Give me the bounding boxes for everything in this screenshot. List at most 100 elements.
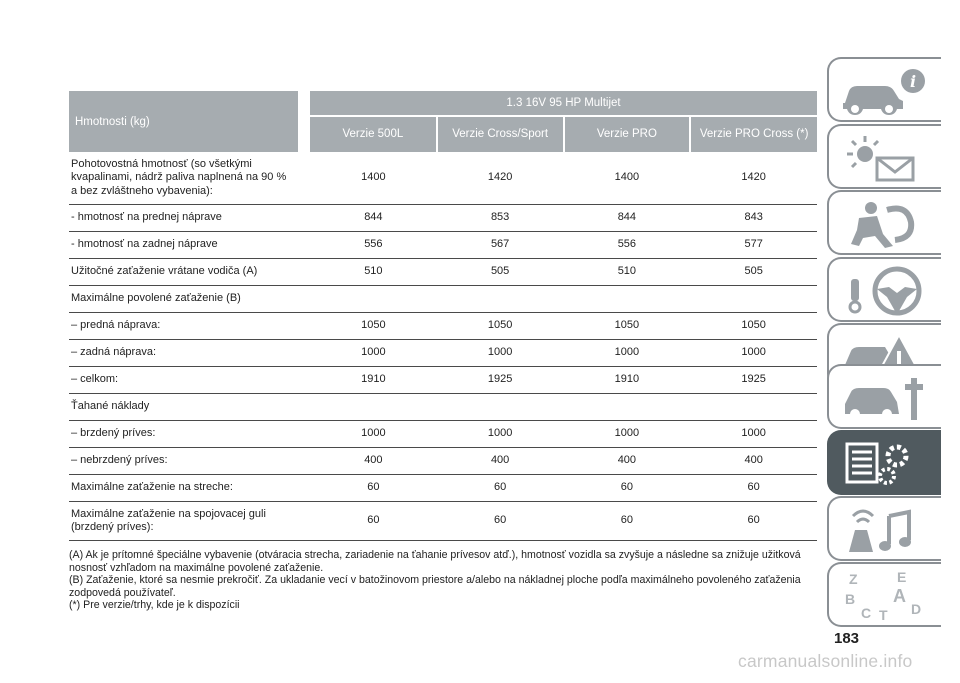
row-label: Pohotovostná hmotnosť (so všetkými kvapa… (69, 152, 298, 205)
footnotes: (A) Ak je prítomné špeciálne vybavenie (… (69, 549, 821, 612)
row-value: 1000 (310, 420, 437, 448)
tab-warning-lights[interactable] (827, 124, 941, 189)
row-label: – brzdený príves: (69, 420, 298, 448)
row-value: 1400 (563, 152, 691, 205)
row-value: 1420 (436, 152, 564, 205)
tab-maintenance[interactable] (827, 364, 941, 429)
tab-index[interactable]: Z E B A C T D (827, 562, 941, 627)
row-value: 60 (690, 474, 818, 502)
table-row: Pohotovostná hmotnosť (so všetkými kvapa… (69, 152, 818, 205)
warning-lights-icon (847, 136, 915, 182)
row-label: - hmotnosť na zadnej náprave (69, 231, 298, 259)
row-value: 400 (690, 447, 818, 475)
row-value: 60 (436, 501, 564, 541)
row-value: 1000 (690, 420, 818, 448)
row-value: 1050 (310, 312, 437, 340)
row-value: 1000 (436, 339, 564, 367)
row-value: 1050 (563, 312, 691, 340)
row-value: 60 (310, 474, 437, 502)
multimedia-icon (849, 509, 911, 552)
index-letter: E (897, 569, 906, 585)
table-row: – brzdený príves: 1000 1000 1000 1000 (69, 420, 818, 448)
index-icon: Z E B A C T D (845, 569, 921, 623)
row-value: 556 (310, 231, 437, 259)
row-label: – zadná náprava: (69, 339, 298, 367)
tab-driving[interactable] (827, 257, 941, 322)
technical-data-icon (845, 442, 909, 485)
watermark: carmanualsonline.info (738, 651, 913, 671)
row-label: Maximálne zaťaženie na spojovacej guli (… (69, 501, 298, 541)
table-header-label: Hmotnosti (kg) (69, 91, 298, 152)
tab-car-info[interactable]: i (827, 57, 941, 122)
index-letter: B (845, 591, 855, 607)
table-row: – predná náprava: 1050 1050 1050 1050 (69, 312, 818, 340)
row-value (310, 285, 437, 313)
row-value: 1000 (563, 420, 691, 448)
row-value: 1000 (310, 339, 437, 367)
row-value: 1050 (436, 312, 564, 340)
row-label: Maximálne povolené zaťaženie (B) (69, 285, 298, 313)
row-label: - hmotnosť na prednej náprave (69, 204, 298, 232)
row-value: 400 (436, 447, 564, 475)
variant-header: Verzie Cross/Sport (435, 116, 564, 152)
tab-safety[interactable] (827, 190, 941, 255)
row-value: 853 (436, 204, 564, 232)
page-number: 183 (834, 630, 860, 647)
row-value: 556 (563, 231, 691, 259)
table-row: Užitočné zaťaženie vrátane vodiča (A) 51… (69, 258, 818, 286)
row-value (310, 393, 437, 421)
variant-header: Verzie PRO (562, 116, 691, 152)
index-letter: Z (849, 571, 858, 587)
index-letter: D (911, 601, 921, 617)
row-value: 1925 (436, 366, 564, 394)
row-value (563, 393, 691, 421)
row-value: 1420 (690, 152, 818, 205)
row-value: 844 (563, 204, 691, 232)
row-value (436, 285, 564, 313)
row-value: 1400 (310, 152, 437, 205)
table-row: – nebrzdený príves: 400 400 400 400 (69, 447, 818, 475)
row-label: Maximálne zaťaženie na streche: (69, 474, 298, 502)
row-value: 60 (563, 474, 691, 502)
table-row: - hmotnosť na prednej náprave 844 853 84… (69, 204, 818, 232)
row-value: 505 (436, 258, 564, 286)
table-row: - hmotnosť na zadnej náprave 556 567 556… (69, 231, 818, 259)
row-label: – nebrzdený príves: (69, 447, 298, 475)
row-value: 60 (310, 501, 437, 541)
table-row: Maximálne povolené zaťaženie (B) (69, 285, 818, 313)
weights-table: Hmotnosti (kg) 1.3 16V 95 HP Multijet Ve… (69, 91, 818, 541)
row-value: 510 (310, 258, 437, 286)
table-row: Maximálne zaťaženie na spojovacej guli (… (69, 501, 818, 541)
row-value (690, 285, 818, 313)
row-label: – predná náprava: (69, 312, 298, 340)
row-value: 567 (436, 231, 564, 259)
tab-technical-data[interactable] (827, 430, 941, 495)
maintenance-icon (845, 378, 923, 420)
row-label: Ťahané náklady (69, 393, 298, 421)
row-value: 400 (310, 447, 437, 475)
index-letter: T (879, 607, 888, 623)
airbag-icon (851, 202, 915, 248)
table-row: Ťahané náklady (69, 393, 818, 421)
footnote: (A) Ak je prítomné špeciálne vybavenie (… (69, 549, 801, 574)
svg-text:i: i (910, 72, 916, 91)
row-value (436, 393, 564, 421)
row-value: 1910 (310, 366, 437, 394)
row-label: – celkom: (69, 366, 298, 394)
footnote: (B) Zaťaženie, ktoré sa nesmie prekročiť… (69, 574, 801, 599)
row-value: 1000 (563, 339, 691, 367)
row-value: 577 (690, 231, 818, 259)
variant-header: Verzie 500L (310, 116, 437, 152)
weights-table-container: Hmotnosti (kg) 1.3 16V 95 HP Multijet Ve… (69, 91, 818, 541)
table-header-engine: 1.3 16V 95 HP Multijet (310, 91, 818, 117)
row-value: 1925 (690, 366, 818, 394)
row-value: 400 (563, 447, 691, 475)
row-value: 843 (690, 204, 818, 232)
row-value: 60 (690, 501, 818, 541)
table-row: – zadná náprava: 1000 1000 1000 1000 (69, 339, 818, 367)
row-value: 1910 (563, 366, 691, 394)
row-value: 844 (310, 204, 437, 232)
row-value: 60 (563, 501, 691, 541)
car-info-icon: i (843, 69, 925, 115)
tab-multimedia[interactable] (827, 496, 941, 561)
